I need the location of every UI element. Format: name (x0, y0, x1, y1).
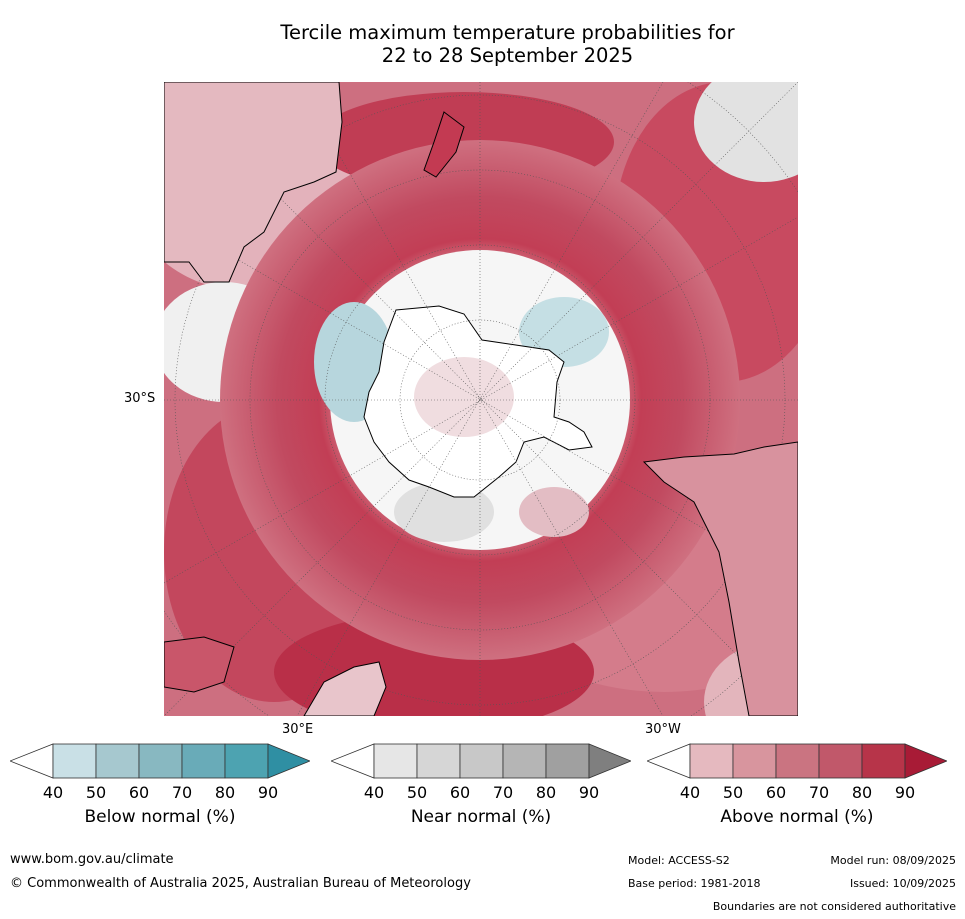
title-line-1: Tercile maximum temperature probabilitie… (280, 21, 735, 44)
colorbar-tick: 90 (894, 783, 916, 802)
copyright-text: © Commonwealth of Australia 2025, Austra… (10, 876, 471, 891)
colorbar-tick: 60 (765, 783, 787, 802)
colorbar-label: Above normal (%) (720, 807, 874, 827)
colorbar-tick: 40 (42, 783, 64, 802)
map-canvas (164, 82, 798, 716)
colorbar-segment (689, 743, 734, 779)
title-line-2: 22 to 28 September 2025 (381, 44, 634, 67)
colorbar-segment (138, 743, 183, 779)
colorbar-tick: 90 (257, 783, 279, 802)
colorbar-over-triangle (904, 743, 947, 779)
colorbar-label: Near normal (%) (410, 807, 552, 827)
issued-text: Issued: 10/09/2025 (849, 877, 956, 890)
colorbar-segment (52, 743, 97, 779)
australia-outline (164, 82, 343, 283)
colorbar-tick: 70 (492, 783, 514, 802)
colorbar-segment (732, 743, 777, 779)
colorbar-tick: 80 (851, 783, 873, 802)
colorbar-segment (416, 743, 461, 779)
colorbar-tick: 60 (449, 783, 471, 802)
colorbar-segment (459, 743, 504, 779)
colorbar-tick: 80 (214, 783, 236, 802)
colorbar-under-triangle (331, 743, 375, 779)
colorbar-segment (818, 743, 863, 779)
probability-map (164, 82, 798, 716)
colorbar-segment (545, 743, 590, 779)
colorbar-tick: 40 (679, 783, 701, 802)
colorbar-below-normal: 40 50 60 70 80 90 Below normal (%) (10, 743, 310, 827)
colorbar-tick: 70 (171, 783, 193, 802)
colorbar-tick: 40 (363, 783, 385, 802)
colorbar-swatches (10, 743, 310, 779)
colorbar-segment (861, 743, 906, 779)
longitude-label-30w: 30°W (645, 722, 681, 737)
madagascar-region-outline (303, 661, 387, 716)
south-america-outline (642, 441, 798, 716)
colorbar-tick: 70 (808, 783, 830, 802)
colorbar-segment (224, 743, 269, 779)
latitude-label-30s: 30°S (124, 391, 156, 406)
base-period-text: Base period: 1981-2018 (628, 877, 761, 890)
colorbar-segment (373, 743, 418, 779)
colorbar-tick: 90 (578, 783, 600, 802)
colorbar-tick: 60 (128, 783, 150, 802)
colorbar-segment (775, 743, 820, 779)
colorbar-swatches (647, 743, 947, 779)
colorbar-segment (502, 743, 547, 779)
map-title: Tercile maximum temperature probabilitie… (0, 21, 965, 67)
colorbar-tick: 50 (406, 783, 428, 802)
colorbar-over-triangle (267, 743, 310, 779)
colorbar-swatches (331, 743, 631, 779)
colorbar-near-normal: 40 50 60 70 80 90 Near normal (%) (331, 743, 631, 827)
new-zealand-outline (423, 111, 465, 178)
disclaimer-text: Boundaries are not considered authoritat… (712, 900, 956, 913)
colorbar-segment (95, 743, 140, 779)
graticule (164, 82, 798, 716)
longitude-label-30e: 30°E (282, 722, 314, 737)
colorbar-tick: 80 (535, 783, 557, 802)
africa-outline (164, 636, 235, 693)
colorbar-under-triangle (10, 743, 54, 779)
colorbar-under-triangle (647, 743, 691, 779)
colorbar-tick: 50 (722, 783, 744, 802)
colorbar-tick: 50 (85, 783, 107, 802)
colorbar-above-normal: 40 50 60 70 80 90 Above normal (%) (647, 743, 947, 827)
model-run-text: Model run: 08/09/2025 (830, 854, 956, 867)
colorbar-over-triangle (588, 743, 631, 779)
colorbar-label: Below normal (%) (84, 807, 236, 827)
model-text: Model: ACCESS-S2 (628, 854, 730, 867)
bom-link[interactable]: www.bom.gov.au/climate (10, 852, 174, 867)
colorbar-segment (181, 743, 226, 779)
